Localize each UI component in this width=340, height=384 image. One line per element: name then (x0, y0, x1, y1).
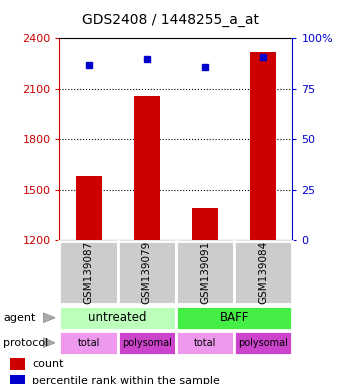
Text: GSM139087: GSM139087 (84, 241, 94, 304)
Bar (250, 52, 276, 240)
FancyBboxPatch shape (176, 306, 292, 330)
Text: GSM139091: GSM139091 (200, 241, 210, 304)
FancyBboxPatch shape (59, 306, 176, 330)
FancyBboxPatch shape (176, 331, 234, 355)
Text: total: total (78, 338, 100, 348)
Text: percentile rank within the sample: percentile rank within the sample (32, 376, 220, 384)
Text: GDS2408 / 1448255_a_at: GDS2408 / 1448255_a_at (82, 13, 258, 27)
Text: total: total (194, 338, 216, 348)
FancyBboxPatch shape (59, 331, 118, 355)
Polygon shape (43, 338, 55, 348)
FancyBboxPatch shape (234, 241, 292, 304)
Text: polysomal: polysomal (122, 338, 172, 348)
Bar (10, 359, 25, 370)
FancyBboxPatch shape (118, 241, 176, 304)
Bar (75, 176, 102, 240)
Bar (192, 208, 218, 240)
Text: BAFF: BAFF (220, 311, 249, 324)
Text: count: count (32, 359, 64, 369)
Bar (134, 96, 160, 240)
Text: agent: agent (3, 313, 36, 323)
Text: protocol: protocol (3, 338, 49, 348)
Text: GSM139084: GSM139084 (258, 241, 268, 304)
Bar (10, 375, 25, 384)
FancyBboxPatch shape (118, 331, 176, 355)
FancyBboxPatch shape (234, 331, 292, 355)
Text: polysomal: polysomal (238, 338, 288, 348)
FancyBboxPatch shape (59, 241, 118, 304)
Polygon shape (43, 313, 55, 323)
Text: GSM139079: GSM139079 (142, 241, 152, 304)
Text: untreated: untreated (88, 311, 147, 324)
FancyBboxPatch shape (176, 241, 234, 304)
